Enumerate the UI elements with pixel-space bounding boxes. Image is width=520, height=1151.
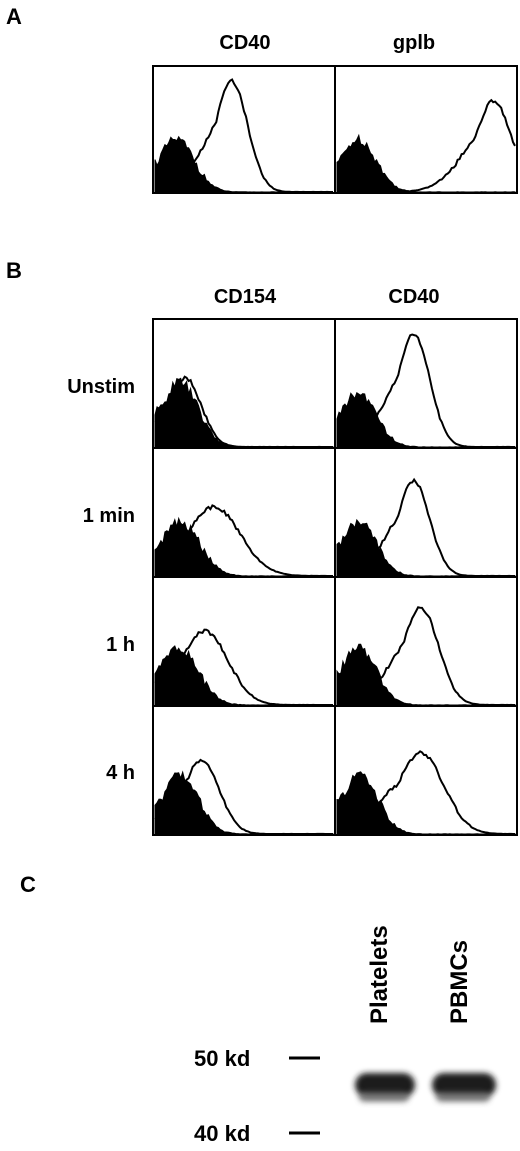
panel-b-histogram-1h-cd40-stained-histogram [336,606,515,707]
panel-b-histogram-4h-cd154-stained-histogram [154,758,333,835]
panel-a-histogram-gplb-stained-histogram [336,98,516,194]
panel-b-histogram-4h-cd40-control-histogram [336,771,516,835]
lane-label-pbmcs: PBMCs [446,939,473,1024]
panel-b-histogram-unstim-cd154 [152,318,336,449]
lane-label-platelets: Platelets [366,925,393,1024]
marker-40kd-label: 40 kd [194,1121,251,1146]
band-lower-platelets [359,1092,409,1102]
panel-b-row-1h: 1 h [106,634,135,656]
panel-b-histogram-4h-cd40 [334,705,518,836]
panel-b-histogram-4h-cd154 [152,705,336,836]
band-pbmcs [432,1073,496,1097]
band-lower-pbmcs [436,1092,490,1102]
panel-b-histogram-4h-cd40-stained-histogram [336,750,515,836]
panel-a-histogram-cd40-stained-histogram [154,78,333,193]
panel-b-letter: B [6,258,22,283]
panel-b-histogram-1h-cd154 [152,576,336,707]
panel-b-col-cd40: CD40 [388,286,440,308]
panel-b-row-1min: 1 min [82,505,135,527]
band-platelets [355,1073,415,1097]
panel-a-histogram-gplb [334,65,518,194]
panel-b-histogram-1h-cd40 [334,576,518,707]
panel-b-col-cd154: CD154 [213,286,277,308]
panel-c-letter: C [20,872,36,897]
panel-a-col-gplb: gplb [392,32,436,54]
panel-b-histogram-unstim-cd40 [334,318,518,449]
marker-50kd-label: 50 kd [194,1046,251,1071]
panel-a-col-cd40: CD40 [219,32,271,54]
panel-b-histogram-1min-cd40 [334,447,518,578]
panel-a-histogram-gplb-control-histogram [336,133,516,193]
panel-b-row-unstim: Unstim [67,376,135,398]
panel-b-histogram-1h-cd154-stained-histogram [154,628,333,707]
western-blot [289,1056,496,1135]
panel-b-histogram-1min-cd154 [152,447,336,578]
panel-b-row-4h: 4 h [106,762,135,784]
panel-a-histogram-cd40 [152,65,336,194]
panel-b-histogram-1min-cd154-stained-histogram [154,504,333,578]
panel-a-letter: A [6,4,22,29]
